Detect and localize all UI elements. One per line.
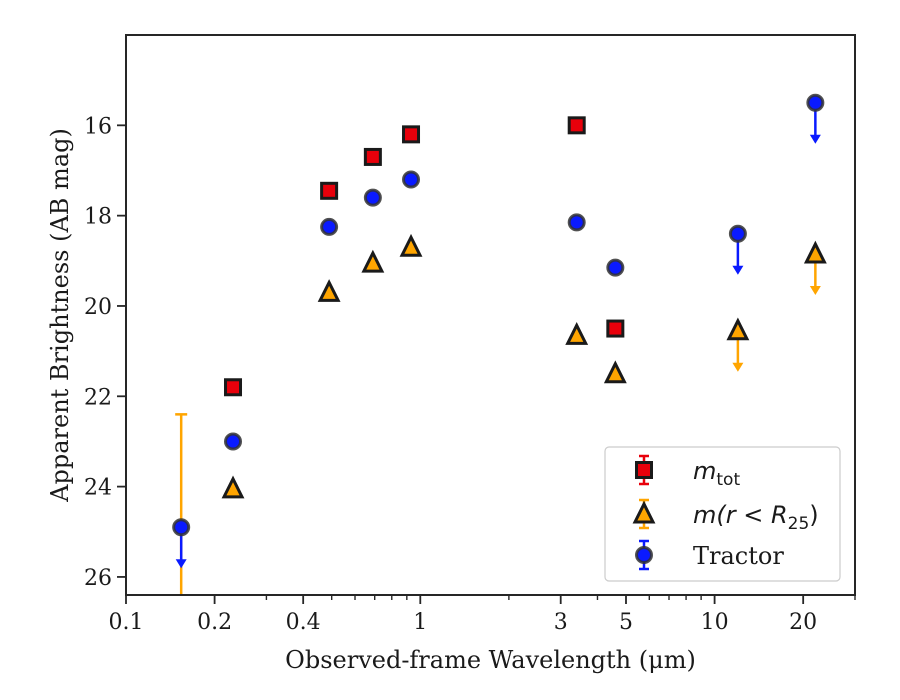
x-tick-label: 20 (789, 610, 817, 635)
legend-label-mtot: mtot (693, 457, 740, 490)
y-tick-label: 20 (84, 295, 112, 320)
x-tick-label: 5 (619, 610, 633, 635)
data-point-tractor (606, 258, 625, 277)
data-point-tractor (172, 518, 191, 537)
legend-label-tractor: Tractor (693, 542, 784, 570)
x-axis: 0.1 0.2 0.4 1 3 5 10 20 (109, 595, 856, 635)
upper-limit-arrowhead (809, 286, 821, 296)
x-tick-label: 3 (554, 610, 568, 635)
data-point-mtot (567, 116, 586, 135)
x-tick-label: 10 (701, 610, 729, 635)
x-tick-label: 0.1 (109, 610, 144, 635)
data-point-mtot (606, 319, 625, 338)
legend-label-mR25: m(r < R25) (693, 501, 819, 534)
x-axis-title: Observed-frame Wavelength (μm) (285, 646, 696, 674)
legend-marker-mtot (635, 461, 653, 479)
legend-label-sub: tot (716, 470, 740, 490)
data-point-tractor (320, 217, 339, 236)
data-point-mtot (320, 181, 339, 200)
legend-label-sub: 25 (788, 514, 810, 534)
data-point-mR25 (361, 249, 385, 273)
data-point-mR25 (603, 360, 627, 384)
x-tick-label: 0.2 (197, 610, 232, 635)
axes-frame (125, 34, 856, 596)
y-axis: 16 18 20 22 24 26 (84, 114, 126, 591)
data-point-mtot (402, 125, 421, 144)
legend-label-main: m (693, 457, 716, 485)
legend-label-tail: ) (809, 501, 818, 529)
legend-marker-mR25 (632, 500, 656, 524)
data-point-mR25 (221, 475, 245, 499)
x-tick-label: 1 (413, 610, 427, 635)
data-point-mR25 (726, 317, 750, 341)
data-markers (172, 93, 827, 537)
data-point-mR25 (803, 240, 827, 264)
upper-limit-arrowhead (732, 362, 744, 372)
y-tick-label: 16 (84, 114, 112, 139)
legend-box (604, 446, 841, 582)
data-point-tractor (728, 224, 747, 243)
data-point-tractor (567, 213, 586, 232)
legend: mtot m(r < R25) Tractor (604, 446, 841, 582)
y-tick-label: 18 (84, 205, 112, 230)
data-point-mR25 (399, 233, 423, 257)
upper-limit-arrowhead (732, 265, 744, 275)
data-point-tractor (363, 188, 382, 207)
data-point-mtot (224, 378, 243, 397)
y-axis-title: Apparent Brightness (AB mag) (46, 128, 74, 503)
upper-limit-arrowhead (809, 134, 821, 144)
y-tick-label: 26 (84, 566, 112, 591)
x-tick-label: 0.4 (286, 610, 321, 635)
y-tick-label: 22 (84, 385, 112, 410)
y-tick-label: 24 (84, 476, 112, 501)
data-point-tractor (806, 93, 825, 112)
data-point-mtot (363, 147, 382, 166)
data-point-tractor (224, 432, 243, 451)
legend-label-main: m(r < R (693, 501, 788, 529)
legend-marker-tractor (635, 546, 653, 564)
data-point-mR25 (565, 321, 589, 345)
data-point-tractor (402, 170, 421, 189)
upper-limit-arrowhead (175, 559, 187, 569)
data-point-mR25 (317, 279, 341, 302)
